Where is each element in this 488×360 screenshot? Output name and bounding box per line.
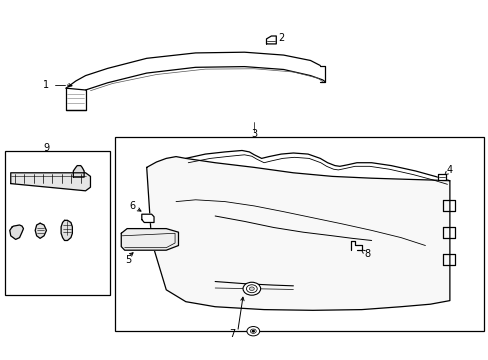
Polygon shape xyxy=(35,223,46,238)
Polygon shape xyxy=(350,241,361,250)
Polygon shape xyxy=(10,225,23,239)
Circle shape xyxy=(252,330,254,332)
Text: 2: 2 xyxy=(278,33,284,43)
Polygon shape xyxy=(121,229,178,250)
Polygon shape xyxy=(142,214,154,222)
Text: 6: 6 xyxy=(129,201,135,211)
Circle shape xyxy=(243,282,260,295)
Polygon shape xyxy=(73,166,84,177)
Text: 11: 11 xyxy=(79,155,92,165)
Text: 9: 9 xyxy=(43,143,49,153)
Polygon shape xyxy=(266,36,276,44)
Text: 5: 5 xyxy=(125,255,131,265)
Polygon shape xyxy=(61,220,72,240)
Text: 10: 10 xyxy=(34,242,46,252)
Text: 1: 1 xyxy=(43,80,49,90)
Polygon shape xyxy=(146,157,449,310)
Circle shape xyxy=(246,327,259,336)
Text: 7: 7 xyxy=(229,329,235,339)
Text: 3: 3 xyxy=(251,129,257,139)
Polygon shape xyxy=(437,174,445,180)
Text: 13: 13 xyxy=(7,242,20,252)
Text: 4: 4 xyxy=(446,165,452,175)
Text: 12: 12 xyxy=(61,242,74,252)
Bar xyxy=(5,151,110,295)
Bar xyxy=(115,137,483,331)
Polygon shape xyxy=(11,173,90,191)
Circle shape xyxy=(246,285,257,293)
Circle shape xyxy=(250,329,256,333)
Circle shape xyxy=(249,287,254,291)
Text: 8: 8 xyxy=(364,249,370,259)
